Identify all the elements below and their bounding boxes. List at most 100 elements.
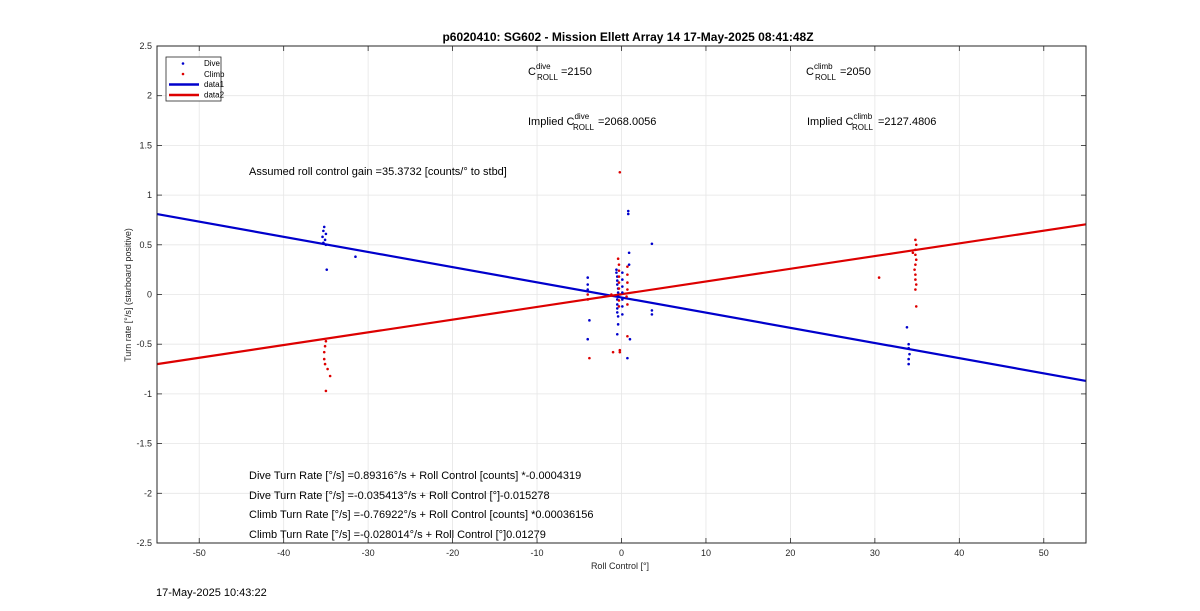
dive-point	[908, 352, 911, 356]
dive-point	[615, 311, 619, 314]
data-points	[321, 170, 918, 393]
y-tick-label: -1.5	[136, 439, 152, 449]
dive-point	[616, 291, 620, 294]
dive-point	[615, 303, 619, 306]
roll-control-gain-annotation: Assumed roll control gain =35.3732 [coun…	[249, 166, 507, 178]
chart-title: p6020410: SG602 - Mission Ellett Array 1…	[442, 30, 813, 44]
dive-point	[615, 279, 619, 282]
dive-point	[586, 288, 590, 291]
dive-point	[615, 268, 618, 271]
dive-point	[322, 225, 326, 229]
climb-point	[914, 278, 917, 281]
climb-point	[586, 293, 590, 296]
dive-point	[626, 356, 629, 360]
x-tick-label: 50	[1039, 548, 1049, 558]
climb-point	[617, 275, 621, 278]
dive-point	[616, 295, 620, 298]
y-tick-label: 1	[147, 190, 152, 200]
x-tick-label: -10	[531, 548, 544, 558]
y-tick-label: -2	[144, 488, 152, 498]
dive-point	[621, 285, 624, 288]
climb-point	[617, 305, 621, 308]
dive-point	[615, 271, 618, 274]
dive-point	[588, 319, 591, 322]
dive-point	[650, 242, 654, 246]
dive-point	[627, 251, 631, 255]
data2-fit-line	[156, 223, 1087, 366]
y-tick-label: -2.5	[136, 538, 152, 548]
climb-point	[618, 170, 622, 174]
dive-point	[907, 342, 910, 346]
dive-point	[905, 326, 909, 329]
x-tick-label: -20	[446, 548, 459, 558]
x-tick-label: 0	[619, 548, 624, 558]
dive-point	[615, 307, 619, 310]
climb-point	[617, 287, 621, 290]
legend-data1-label: data1	[204, 80, 225, 89]
dive-point	[650, 309, 654, 312]
climb-point	[626, 281, 629, 284]
legend-dive-label: Dive	[204, 59, 221, 68]
y-tick-label: -0.5	[136, 339, 152, 349]
climb-point	[625, 295, 628, 298]
x-tick-label: 20	[785, 548, 795, 558]
dive-point	[627, 263, 631, 266]
climb-point	[914, 258, 918, 262]
climb-point	[617, 299, 621, 302]
dive-point	[621, 291, 624, 294]
dive-point	[324, 243, 328, 247]
dive-point	[621, 298, 624, 301]
climb-point	[911, 251, 915, 255]
climb-point	[914, 288, 917, 291]
climb-point	[322, 350, 326, 354]
dive-point	[907, 346, 910, 350]
dive-point	[616, 315, 620, 318]
x-tick-label: -30	[362, 548, 375, 558]
dive-point	[628, 337, 632, 341]
dive-point	[586, 337, 590, 341]
y-axis-label: Turn rate [°/s] (starboard positive)	[123, 228, 133, 362]
climb-point	[914, 283, 918, 286]
climb-equation-counts: Climb Turn Rate [°/s] =-0.76922°/s + Rol…	[249, 509, 594, 521]
dive-point	[650, 313, 654, 316]
legend-climb-marker	[181, 72, 185, 76]
implied-c-roll-climb-annotation: Implied Cclimb ROLL =2127.4806	[807, 112, 936, 132]
climb-point	[626, 273, 629, 276]
dive-point	[586, 276, 590, 279]
legend: Dive Climb data1 data2	[165, 56, 225, 102]
climb-point	[588, 356, 591, 360]
x-tick-label: 10	[701, 548, 711, 558]
x-axis-label: Roll Control [°]	[591, 561, 649, 571]
dive-point	[321, 235, 324, 239]
dive-point	[621, 313, 624, 316]
climb-point	[618, 348, 622, 352]
dive-point	[354, 255, 357, 259]
climb-point	[626, 334, 629, 338]
climb-point	[618, 293, 622, 296]
climb-point	[626, 288, 629, 291]
legend-dive-marker	[181, 62, 185, 65]
legend-climb-label: Climb	[204, 70, 225, 79]
x-tick-label: 30	[870, 548, 880, 558]
dive-point	[621, 278, 624, 281]
x-tick-label: 40	[954, 548, 964, 558]
fit-lines	[156, 212, 1087, 382]
climb-point	[324, 389, 328, 393]
print-timestamp: 17-May-2025 10:43:22	[156, 587, 267, 599]
climb-point	[626, 265, 629, 268]
climb-point	[618, 350, 622, 354]
dive-point	[615, 332, 619, 336]
climb-point	[328, 374, 332, 378]
climb-point	[611, 350, 615, 354]
climb-equation-degrees: Climb Turn Rate [°/s] =-0.028014°/s + Ro…	[249, 529, 546, 541]
dive-point	[322, 241, 325, 245]
climb-point	[323, 344, 327, 348]
y-tick-label: 1.5	[139, 140, 152, 150]
dive-point	[626, 209, 630, 213]
climb-point	[914, 305, 918, 308]
dive-point	[615, 283, 619, 286]
dive-point	[322, 229, 325, 233]
y-tick-label: 0.5	[139, 240, 152, 250]
dive-point	[616, 323, 620, 326]
dive-point	[325, 268, 329, 271]
